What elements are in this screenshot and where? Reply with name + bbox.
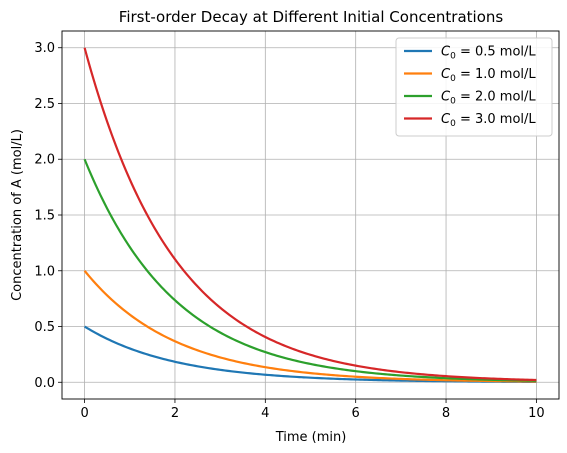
x-tick-label: 10 [528, 406, 545, 421]
series-lines [83, 47, 537, 383]
x-tick-label: 2 [171, 406, 179, 421]
chart-title: First-order Decay at Different Initial C… [119, 8, 504, 26]
legend: C0 = 0.5 mol/L C0 = 1.0 mol/L C0 = 2.0 mol… [395, 37, 553, 137]
legend-entry: C0 = 3.0 mol/L [441, 112, 536, 129]
x-tick-label: 4 [261, 406, 269, 421]
legend-entry: C0 = 2.0 mol/L [441, 90, 536, 107]
x-axis-ticks: 0 2 4 6 8 10 [80, 399, 545, 421]
y-axis-ticks: 0.0 0.5 1.0 1.5 2.0 2.5 3.0 [34, 41, 62, 391]
y-tick-label: 2.0 [34, 153, 55, 168]
series-line-3 [83, 158, 537, 382]
y-tick-label: 3.0 [34, 41, 55, 56]
y-tick-label: 0.0 [34, 376, 55, 391]
y-tick-label: 0.5 [34, 320, 55, 335]
x-tick-label: 8 [442, 406, 450, 421]
y-tick-label: 1.5 [34, 209, 55, 224]
legend-box [395, 37, 553, 137]
x-tick-label: 0 [80, 406, 88, 421]
series-line-2 [83, 270, 537, 383]
x-axis-label: Time (min) [275, 430, 347, 445]
series-line-4 [83, 47, 537, 382]
y-axis-label: Concentration of A (mol/L) [10, 129, 25, 301]
legend-entry: C0 = 1.0 mol/L [441, 67, 536, 84]
x-tick-label: 6 [352, 406, 360, 421]
y-tick-label: 1.0 [34, 264, 55, 279]
y-tick-label: 2.5 [34, 97, 55, 112]
legend-entry: C0 = 0.5 mol/L [441, 45, 536, 62]
